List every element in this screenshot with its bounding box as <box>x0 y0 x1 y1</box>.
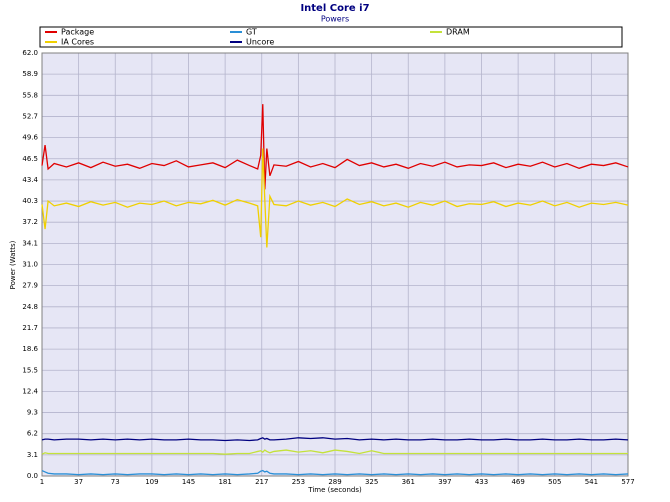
y-tick-label: 58.9 <box>22 70 38 78</box>
y-tick-label: 21.7 <box>22 324 38 332</box>
x-tick-label: 109 <box>145 478 158 486</box>
legend-label: GT <box>246 28 257 37</box>
x-tick-label: 541 <box>585 478 598 486</box>
series-line <box>41 449 628 455</box>
x-tick-label: 361 <box>402 478 415 486</box>
series-line <box>41 104 629 190</box>
y-tick-label: 62.0 <box>22 49 38 57</box>
y-axis-title: Power (Watts) <box>9 240 17 289</box>
x-tick-label: 325 <box>365 478 378 486</box>
chart-title: Intel Core i7 <box>300 3 369 14</box>
y-tick-label: 24.8 <box>22 303 38 311</box>
legend-label: Package <box>61 28 94 37</box>
x-tick-label: 181 <box>218 478 231 486</box>
x-tick-label: 1 <box>40 478 44 486</box>
y-tick-label: 15.5 <box>22 366 38 374</box>
series-line <box>41 437 629 442</box>
y-tick-label: 46.5 <box>22 155 38 163</box>
y-tick-label: 27.9 <box>22 282 38 290</box>
series-line <box>41 148 629 248</box>
y-tick-label: 12.4 <box>22 387 38 395</box>
y-tick-label: 18.6 <box>22 345 38 353</box>
x-tick-label: 433 <box>475 478 488 486</box>
x-tick-label: 397 <box>438 478 451 486</box>
x-tick-label: 289 <box>328 478 341 486</box>
x-tick-label: 73 <box>111 478 120 486</box>
x-tick-label: 469 <box>511 478 524 486</box>
x-tick-label: 37 <box>74 478 83 486</box>
x-axis-title: Time (seconds) <box>307 486 362 494</box>
legend-label: IA Cores <box>61 38 94 47</box>
y-tick-label: 3.1 <box>27 451 38 459</box>
x-tick-label: 505 <box>548 478 561 486</box>
y-tick-label: 52.7 <box>22 112 38 120</box>
y-tick-label: 55.8 <box>22 91 38 99</box>
y-tick-label: 0.0 <box>27 472 38 480</box>
y-tick-label: 43.4 <box>22 176 38 184</box>
y-tick-label: 34.1 <box>22 239 38 247</box>
legend-label: Uncore <box>246 38 274 47</box>
y-tick-label: 40.3 <box>22 197 38 205</box>
x-tick-label: 577 <box>621 478 634 486</box>
legend-label: DRAM <box>446 28 470 37</box>
series-line <box>41 469 629 476</box>
y-tick-label: 49.6 <box>22 134 38 142</box>
y-tick-label: 6.2 <box>27 430 38 438</box>
x-tick-label: 217 <box>255 478 268 486</box>
plot-border <box>41 52 629 477</box>
y-tick-label: 31.0 <box>22 261 38 269</box>
x-tick-label: 145 <box>182 478 195 486</box>
y-tick-label: 37.2 <box>22 218 38 226</box>
y-tick-label: 9.3 <box>27 409 38 417</box>
x-tick-label: 253 <box>292 478 305 486</box>
chart-subtitle: Powers <box>321 15 349 24</box>
legend-box <box>39 26 623 48</box>
